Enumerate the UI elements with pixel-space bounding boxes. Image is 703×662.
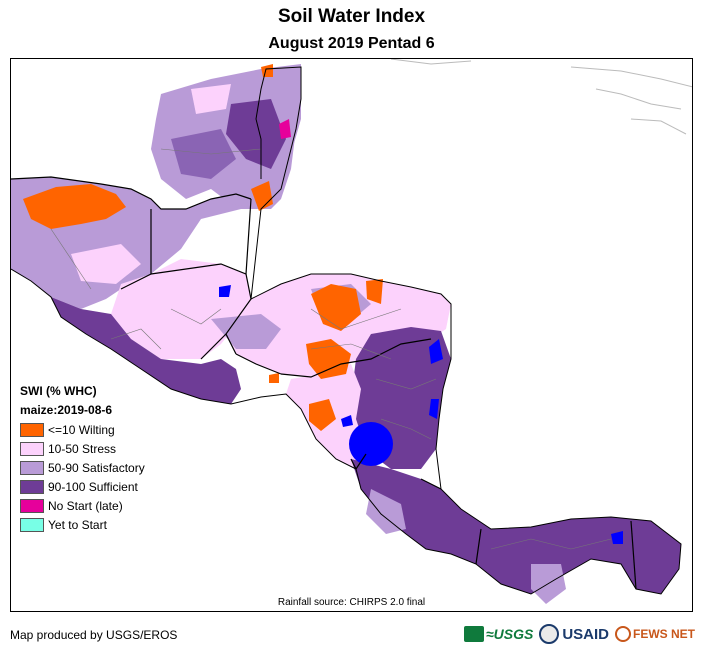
map-canvas xyxy=(11,59,692,604)
region-wilting-honduras-3 xyxy=(306,339,351,379)
usaid-logo-text: USAID xyxy=(562,625,609,643)
usaid-seal-icon xyxy=(539,624,560,644)
rainfall-source: Rainfall source: CHIRPS 2.0 final xyxy=(277,597,426,608)
region-wilting-yucatan xyxy=(251,181,273,211)
fews-net-logo: FEWS NET xyxy=(615,626,695,642)
lake-managua xyxy=(341,415,353,427)
country-borders xyxy=(11,176,637,590)
region-satisfactory-5 xyxy=(171,129,236,179)
coastline-outline xyxy=(11,66,682,595)
usgs-logo-text: ≈USGS xyxy=(485,626,534,642)
legend-label: 90-100 Sufficient xyxy=(48,479,138,494)
region-wilting-nicaragua xyxy=(309,399,336,431)
lagoon-caribbean-2 xyxy=(429,399,439,419)
logo-strip: ≈USGS USAID FEWS NET xyxy=(463,624,695,644)
legend-title: SWI (% WHC) xyxy=(20,384,97,398)
legend-label: 50-90 Satisfactory xyxy=(48,460,145,475)
usgs-logo: ≈USGS xyxy=(463,626,534,642)
legend-swatch-no-start xyxy=(20,498,44,513)
region-wilting-small-2 xyxy=(269,373,279,383)
region-wilting-honduras-1 xyxy=(311,284,361,331)
fews-globe-icon xyxy=(615,626,631,642)
usgs-wave-icon xyxy=(463,626,484,642)
legend-swatch-wilting xyxy=(20,422,44,437)
region-wilting-small-1 xyxy=(261,64,273,77)
legend-swatch-yet-to-start xyxy=(20,517,44,532)
fews-logo-text: FEWS NET xyxy=(633,627,695,641)
caribbean-islands-outline xyxy=(570,66,692,135)
legend-swatch-satisfactory xyxy=(20,460,44,475)
land-mexico-south xyxy=(11,67,301,309)
legend-swatch-sufficient xyxy=(20,479,44,494)
legend-item: No Start (late) xyxy=(20,496,145,515)
region-satisfactory-3 xyxy=(366,489,406,534)
legend-crop: maize:2019-08-6 xyxy=(20,403,113,417)
legend-label: No Start (late) xyxy=(48,498,123,513)
lagoon-panama xyxy=(611,531,623,544)
region-stress-yucatan xyxy=(191,84,231,114)
region-satisfactory-1 xyxy=(211,314,281,349)
legend-item: Yet to Start xyxy=(20,515,145,534)
region-sufficient-yucatan xyxy=(226,99,286,169)
legend-item: 50-90 Satisfactory xyxy=(20,458,145,477)
region-wilting-honduras-2 xyxy=(366,279,383,304)
legend-item: <=10 Wilting xyxy=(20,420,145,439)
region-no-start xyxy=(279,119,291,139)
legend-label: Yet to Start xyxy=(48,517,107,532)
map-frame xyxy=(10,58,693,612)
admin-borders xyxy=(50,148,612,550)
legend: SWI (% WHC) maize:2019-08-6 <=10 Wilting… xyxy=(20,382,145,534)
legend-swatch-stress xyxy=(20,441,44,456)
lake-guatemala xyxy=(219,285,231,297)
legend-item: 90-100 Sufficient xyxy=(20,477,145,496)
usaid-logo: USAID xyxy=(539,624,609,644)
lake-nicaragua xyxy=(349,422,393,466)
legend-item: 10-50 Stress xyxy=(20,439,145,458)
legend-label: 10-50 Stress xyxy=(48,441,117,456)
lagoon-caribbean-1 xyxy=(429,339,443,364)
region-stress-mexico xyxy=(71,244,141,284)
map-title: Soil Water Index xyxy=(277,6,426,27)
legend-label: <=10 Wilting xyxy=(48,422,115,437)
map-credit: Map produced by USGS/EROS xyxy=(10,628,178,642)
island-cuba-outline xyxy=(390,59,472,65)
region-wilting-mexico xyxy=(23,184,126,229)
land-pacific-coast xyxy=(51,297,241,404)
map-subtitle: August 2019 Pentad 6 xyxy=(268,35,435,52)
